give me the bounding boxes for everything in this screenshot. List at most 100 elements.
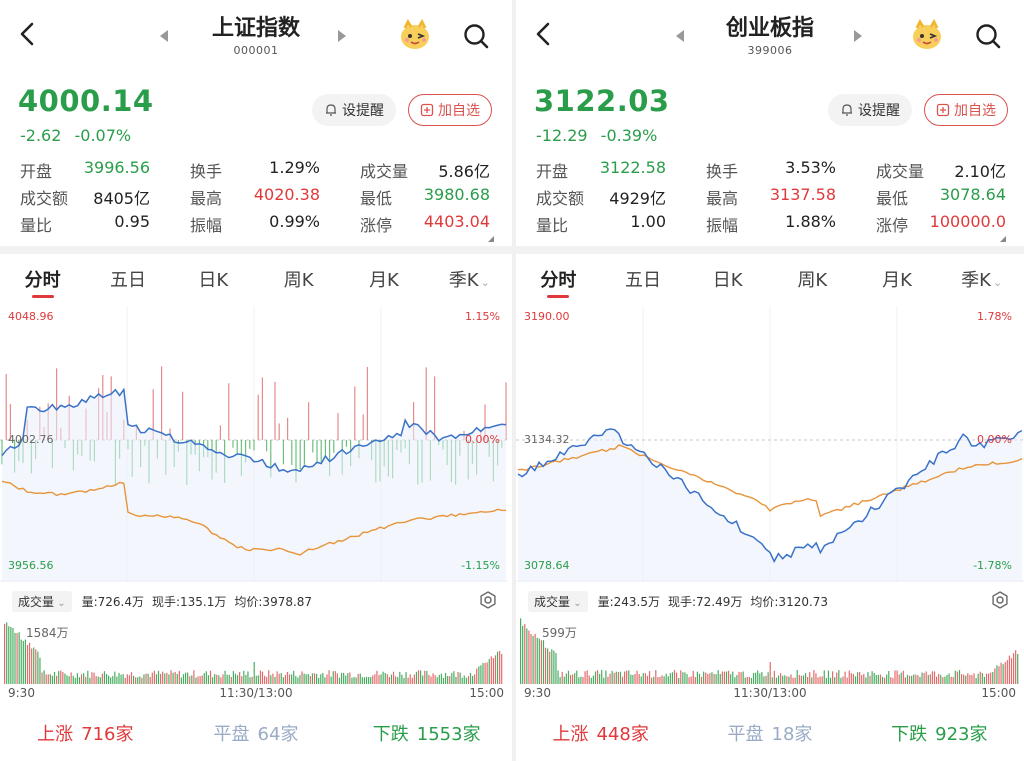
tab-daily-k[interactable]: 日K [198,270,229,291]
search-icon[interactable] [462,22,490,50]
decliners[interactable]: 下跌 1553家 [341,720,512,746]
volume-bar-down [74,677,76,684]
volume-bar-up [145,673,147,684]
volume-bar-up [47,674,49,684]
volume-bar-up [596,670,599,684]
volume-bar-down [580,676,582,684]
unchanged-label: 平盘 [727,724,764,745]
volume-bar-down [628,670,630,684]
time-axis: 9:30 11:30/13:00 15:00 [516,686,1024,700]
volume-bar-up [938,673,940,684]
volume-bar-up [950,676,952,684]
tab-five-day[interactable]: 五日 [109,270,146,291]
set-alert-label: 设提醒 [342,103,384,119]
tab-weekly-k[interactable]: 周K [797,270,828,291]
volume-bar-down [653,676,655,684]
prev-index-arrow-icon[interactable] [160,30,168,42]
price-change: -12.29 -0.39% [536,126,657,145]
volume-bar-down [205,671,207,684]
next-index-arrow-icon[interactable] [854,30,862,42]
add-watchlist-button[interactable]: 加自选 [408,94,492,126]
volume-dropdown[interactable]: 成交量 [528,590,588,612]
diff-bar-up [505,382,507,440]
header: 上证指数 000001 [0,0,512,70]
volume-bar-up [709,673,711,684]
volume-bar-up [388,677,390,684]
volume-bar-down [605,670,607,684]
volume-bar-down [184,672,187,684]
next-index-arrow-icon[interactable] [338,30,346,42]
diff-bar-up [337,413,339,440]
amount-value: 4929亿 [609,188,666,208]
diff-bar-down [329,440,331,477]
volume-bar-down [390,674,393,684]
mascot-icon[interactable] [910,18,944,52]
volume-bar-down [399,671,401,684]
mascot-icon[interactable] [398,18,432,52]
volume-bar-up [998,666,1000,684]
tab-monthly-k[interactable]: 月K [369,270,399,291]
intraday-chart-svg [0,306,508,582]
volume-bar-up [484,662,486,684]
volume-bar-down [1002,664,1004,684]
volume-bar-down [742,671,744,684]
set-alert-button[interactable]: 设提醒 [828,94,912,126]
intraday-chart[interactable]: 4048.96 1.15% 4002.76 0.00% 3956.56 -1.1… [0,306,512,582]
back-arrow-icon[interactable] [14,20,42,48]
volume-bar-up [101,673,103,684]
unchanged[interactable]: 平盘 64家 [171,720,342,746]
set-alert-button[interactable]: 设提醒 [312,94,396,126]
tab-daily-k[interactable]: 日K [712,270,743,291]
volume-bar-up [251,676,253,684]
volume-bar-up [301,671,303,684]
volume-bar-down [195,677,197,684]
expand-corner-icon[interactable] [1000,236,1006,242]
tab-monthly-k[interactable]: 月K [882,270,912,291]
tab-intraday[interactable]: 分时 [0,262,85,298]
volume-bar-up [846,677,848,684]
average-price-line [1,480,507,556]
volume-bar-up [582,677,584,684]
volume-dropdown[interactable]: 成交量 [12,590,72,612]
intraday-chart[interactable]: 3190.00 1.78% 3134.32 0.00% 3078.64 -1.7… [516,306,1024,582]
axis-top-price: 3190.00 [524,310,570,323]
tab-five-day[interactable]: 五日 [625,270,661,291]
volume-bar-up [890,677,892,684]
search-icon[interactable] [974,22,1002,50]
advancers[interactable]: 上涨 448家 [516,720,685,746]
prev-index-arrow-icon[interactable] [676,30,684,42]
expand-corner-icon[interactable] [488,236,494,242]
volume-bar-up [894,670,896,684]
unchanged[interactable]: 平盘 18家 [685,720,854,746]
volume-bar-up [197,676,199,684]
volume-bar-up [534,633,536,684]
volume-bar-down [761,671,763,684]
volume-bar-down [176,673,178,684]
volume-bar-down [958,670,961,684]
tab-quarterly-k[interactable]: 季K ⌄ [427,262,512,298]
tab-intraday[interactable]: 分时 [516,262,601,298]
settings-gear-icon[interactable] [990,590,1010,610]
volume-bar-up [62,671,64,684]
settings-gear-icon[interactable] [478,590,498,610]
decliners[interactable]: 下跌 923家 [855,720,1024,746]
back-arrow-icon[interactable] [530,20,558,48]
volume-bar-down [247,671,249,684]
volume-bar-down [355,677,357,684]
advancers[interactable]: 上涨 716家 [0,720,171,746]
volume-bar-down [744,677,746,684]
volume-bar-down [368,677,370,684]
stats-grid: 开盘 3122.58 换手 3.53% 成交量 2.10亿 成交额 4929亿 最高 31… [536,156,1008,237]
axis-mid-price: 4002.76 [8,433,54,446]
decliners-label: 下跌 [372,724,409,745]
amount-label: 成交额 [536,188,585,208]
volume-bar-up [773,670,775,684]
volume-bar-up [430,676,432,684]
tab-quarterly-k[interactable]: 季K ⌄ [939,262,1024,298]
volume-bar-up [284,674,286,684]
add-watchlist-button[interactable]: 加自选 [924,94,1008,126]
volume-bar-down [214,674,216,684]
volume-bar-up [449,676,451,684]
tab-weekly-k[interactable]: 周K [283,270,314,291]
volume-bar-up [960,674,963,684]
